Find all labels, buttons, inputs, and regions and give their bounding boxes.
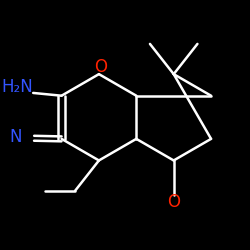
- Text: H₂N: H₂N: [1, 78, 33, 96]
- Text: O: O: [167, 193, 180, 211]
- Text: N: N: [9, 128, 22, 146]
- Text: O: O: [94, 58, 107, 76]
